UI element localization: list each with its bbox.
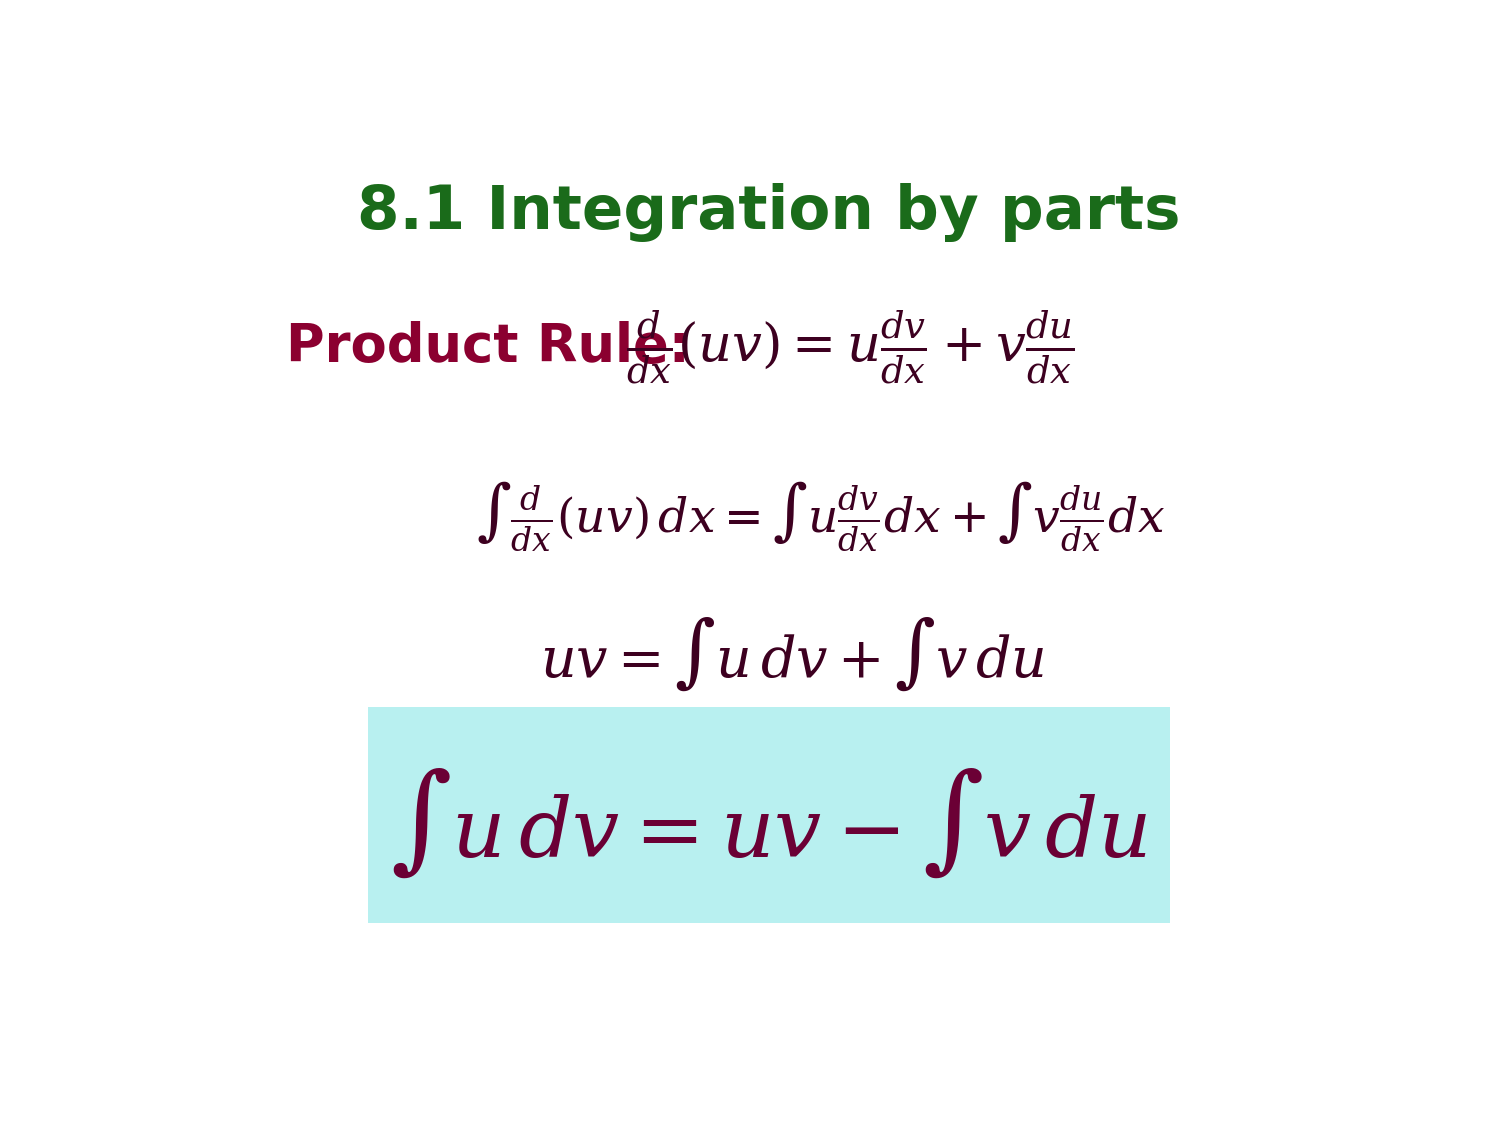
Text: $\frac{d}{dx}(uv) = u\frac{dv}{dx} + v\frac{du}{dx}$: $\frac{d}{dx}(uv) = u\frac{dv}{dx} + v\f… [626, 308, 1074, 386]
Text: $\int \frac{d}{dx}(uv)\,dx = \int u\frac{dv}{dx}dx + \int v\frac{du}{dx}dx$: $\int \frac{d}{dx}(uv)\,dx = \int u\frac… [476, 479, 1166, 554]
Text: $\int u\,dv = uv - \int v\,du$: $\int u\,dv = uv - \int v\,du$ [390, 767, 1148, 881]
Text: $uv = \int u\,dv + \int v\,du$: $uv = \int u\,dv + \int v\,du$ [540, 616, 1044, 693]
Text: 8.1 Integration by parts: 8.1 Integration by parts [357, 182, 1180, 242]
FancyBboxPatch shape [368, 706, 1170, 924]
Text: Product Rule:: Product Rule: [286, 322, 690, 374]
